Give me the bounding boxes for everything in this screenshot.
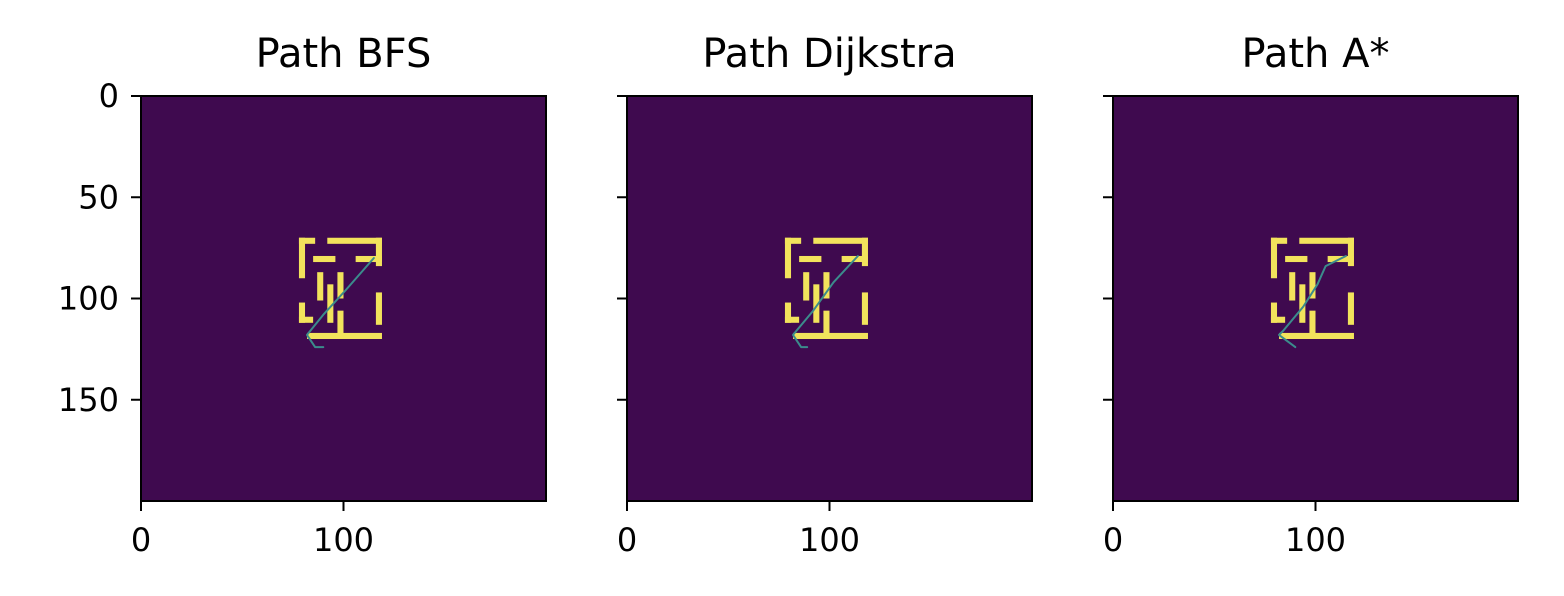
path-line [306, 257, 375, 349]
wall-segment [784, 316, 800, 323]
wall-segment [317, 272, 324, 301]
panel-title: Path A* [1242, 31, 1390, 77]
panel-title: Path Dijkstra [702, 31, 956, 77]
wall-segment [823, 272, 830, 299]
wall-segment [1347, 292, 1354, 325]
wall-segment [799, 255, 822, 263]
wall-segment [355, 255, 382, 263]
wall-segment [337, 272, 344, 299]
wall-segment [784, 302, 792, 323]
wall-segment [327, 284, 334, 323]
wall-segment [784, 237, 792, 279]
wall-segment [1309, 310, 1316, 339]
wall-segment [1299, 284, 1306, 323]
wall-segment [1285, 255, 1308, 263]
wall-segment [1289, 272, 1296, 301]
wall-segment [784, 237, 802, 244]
wall-segment [375, 292, 382, 325]
wall-segment [1309, 272, 1316, 299]
wall-segment [861, 292, 868, 325]
x-tick-label: 0 [617, 521, 637, 559]
x-tick-label: 0 [1103, 521, 1123, 559]
wall-segment [1347, 237, 1354, 267]
wall-segment [307, 332, 382, 339]
y-tick-label: 50 [78, 178, 119, 216]
path-line [1278, 255, 1347, 349]
path-line [792, 255, 859, 349]
wall-segment [813, 284, 820, 323]
panel-3: Path A* 0 100 [1103, 31, 1519, 559]
wall-segment [1270, 237, 1278, 279]
wall-segment [793, 332, 868, 339]
wall-segment [327, 237, 382, 244]
wall-segment [313, 255, 336, 263]
panel-2: Path Dijkstra 0 100 [617, 31, 1033, 559]
panel-1: Path BFS 0 100 0 50 100 150 [58, 31, 547, 559]
wall-segment [861, 237, 868, 267]
x-tick-label: 100 [313, 521, 374, 559]
wall-segment [298, 237, 316, 244]
y-tick-label: 150 [58, 381, 119, 419]
walls [298, 237, 382, 339]
wall-segment [337, 310, 344, 339]
y-tick-label: 100 [58, 280, 119, 318]
wall-segment [375, 237, 382, 267]
wall-segment [823, 310, 830, 339]
wall-segment [1270, 316, 1286, 323]
wall-segment [1270, 302, 1278, 323]
walls [784, 237, 868, 339]
wall-segment [298, 237, 306, 279]
x-tick-label: 0 [131, 521, 151, 559]
panel-title: Path BFS [256, 31, 432, 77]
wall-segment [1270, 237, 1288, 244]
wall-segment [813, 237, 868, 244]
x-tick-label: 100 [799, 521, 860, 559]
wall-segment [1299, 237, 1354, 244]
wall-segment [298, 302, 306, 323]
y-tick-label: 0 [99, 77, 119, 115]
wall-segment [803, 272, 810, 301]
x-tick-label: 100 [1285, 521, 1346, 559]
wall-segment [1279, 332, 1354, 339]
wall-segment [298, 316, 314, 323]
